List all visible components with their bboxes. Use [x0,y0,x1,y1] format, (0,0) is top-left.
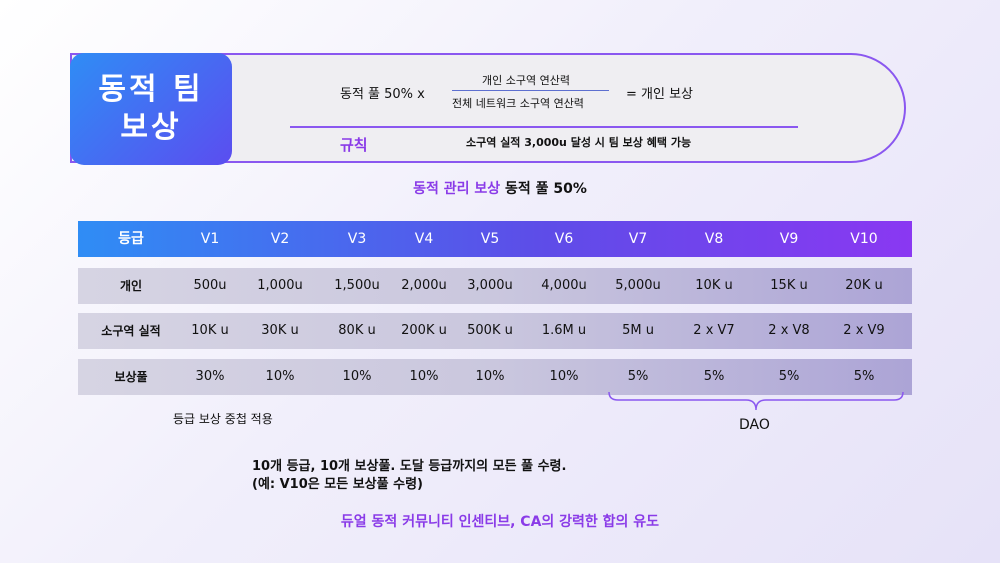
rule-label: 규칙 [340,136,368,154]
table-cell: 1.6M u [541,323,587,338]
dao-brace [608,391,904,411]
table-cell: 1,500u [334,278,380,293]
rule-text: 소구역 실적 3,000u 달성 시 팀 보상 혜택 가능 [466,136,692,149]
table-header: 등급 V1 V2 V3 V4 V5 V6 V7 V8 V9 V10 [78,221,912,257]
header-cell: V3 [347,231,367,247]
table-cell: 10% [409,369,439,384]
header-cell: V6 [554,231,574,247]
table-cell: 5% [703,369,725,384]
table-cell: 2,000u [401,278,447,293]
header-cell: V2 [270,231,290,247]
table-cell: 30% [195,369,225,384]
table-cell: 500K u [467,323,513,338]
header-cell: V10 [850,231,878,247]
table-cell: 5% [778,369,800,384]
header-cell: V9 [779,231,799,247]
table-cell: 10K u [695,278,733,293]
title-line-2: 보상 [120,110,182,145]
table-cell: 500u [193,278,227,293]
dao-label: DAO [739,417,770,433]
table-cell: 2 x V7 [693,323,735,338]
table-cell: 4,000u [541,278,587,293]
table-cell: 80K u [338,323,376,338]
table-cell: 10% [549,369,579,384]
subtitle-rest: 동적 풀 50% [500,181,587,197]
row-label: 개인 [119,279,143,293]
bottom-line-1: 10개 등급, 10개 보상풀. 도달 등급까지의 모든 풀 수령. [252,459,567,474]
table-cell: 20K u [845,278,883,293]
subtitle: 동적 관리 보상 동적 풀 50% [0,178,1000,198]
table-cell: 10% [265,369,295,384]
table-row: 소구역 실적 10K u 30K u 80K u 200K u 500K u 1… [78,313,912,349]
header-cell: 등급 [118,231,144,247]
table-cell: 10% [475,369,505,384]
formula-numerator: 개인 소구역 연산력 [482,74,570,87]
row-label: 보상풀 [114,370,148,384]
title-badge: 동적 팀 보상 [70,53,232,165]
bottom-line-2: (예: V10은 모든 보상풀 수령) [252,477,423,492]
table-cell: 3,000u [467,278,513,293]
table-cell: 200K u [401,323,447,338]
header-cell: V8 [704,231,724,247]
table-cell: 5M u [622,323,654,338]
table-cell: 2 x V8 [768,323,810,338]
formula-right: = 개인 보상 [626,87,693,102]
table-cell: 5,000u [615,278,661,293]
table-cell: 30K u [261,323,299,338]
tagline: 듀얼 동적 커뮤니티 인센티브, CA의 강력한 합의 유도 [340,514,660,530]
table-cell: 5% [853,369,875,384]
header-cell: V4 [414,231,434,247]
fraction-bar [452,90,609,91]
formula-left: 동적 풀 50% x [340,87,425,102]
header-cell: V7 [628,231,648,247]
subtitle-accent: 동적 관리 보상 [413,181,501,197]
table-cell: 5% [627,369,649,384]
header-cell: V5 [480,231,500,247]
row-label: 소구역 실적 [101,324,161,338]
header-cell: V1 [200,231,220,247]
rule-divider [290,126,798,128]
stacking-note: 등급 보상 중첩 적용 [173,412,273,426]
title-line-1: 동적 팀 [98,72,204,107]
table-cell: 10K u [191,323,229,338]
formula-denominator: 전체 네트워크 소구역 연산력 [452,97,584,110]
table-cell: 2 x V9 [843,323,885,338]
table-cell: 10% [342,369,372,384]
table-row: 보상풀 30% 10% 10% 10% 10% 10% 5% 5% 5% 5% [78,359,912,395]
table-cell: 15K u [770,278,808,293]
table-cell: 1,000u [257,278,303,293]
table-row: 개인 500u 1,000u 1,500u 2,000u 3,000u 4,00… [78,268,912,304]
